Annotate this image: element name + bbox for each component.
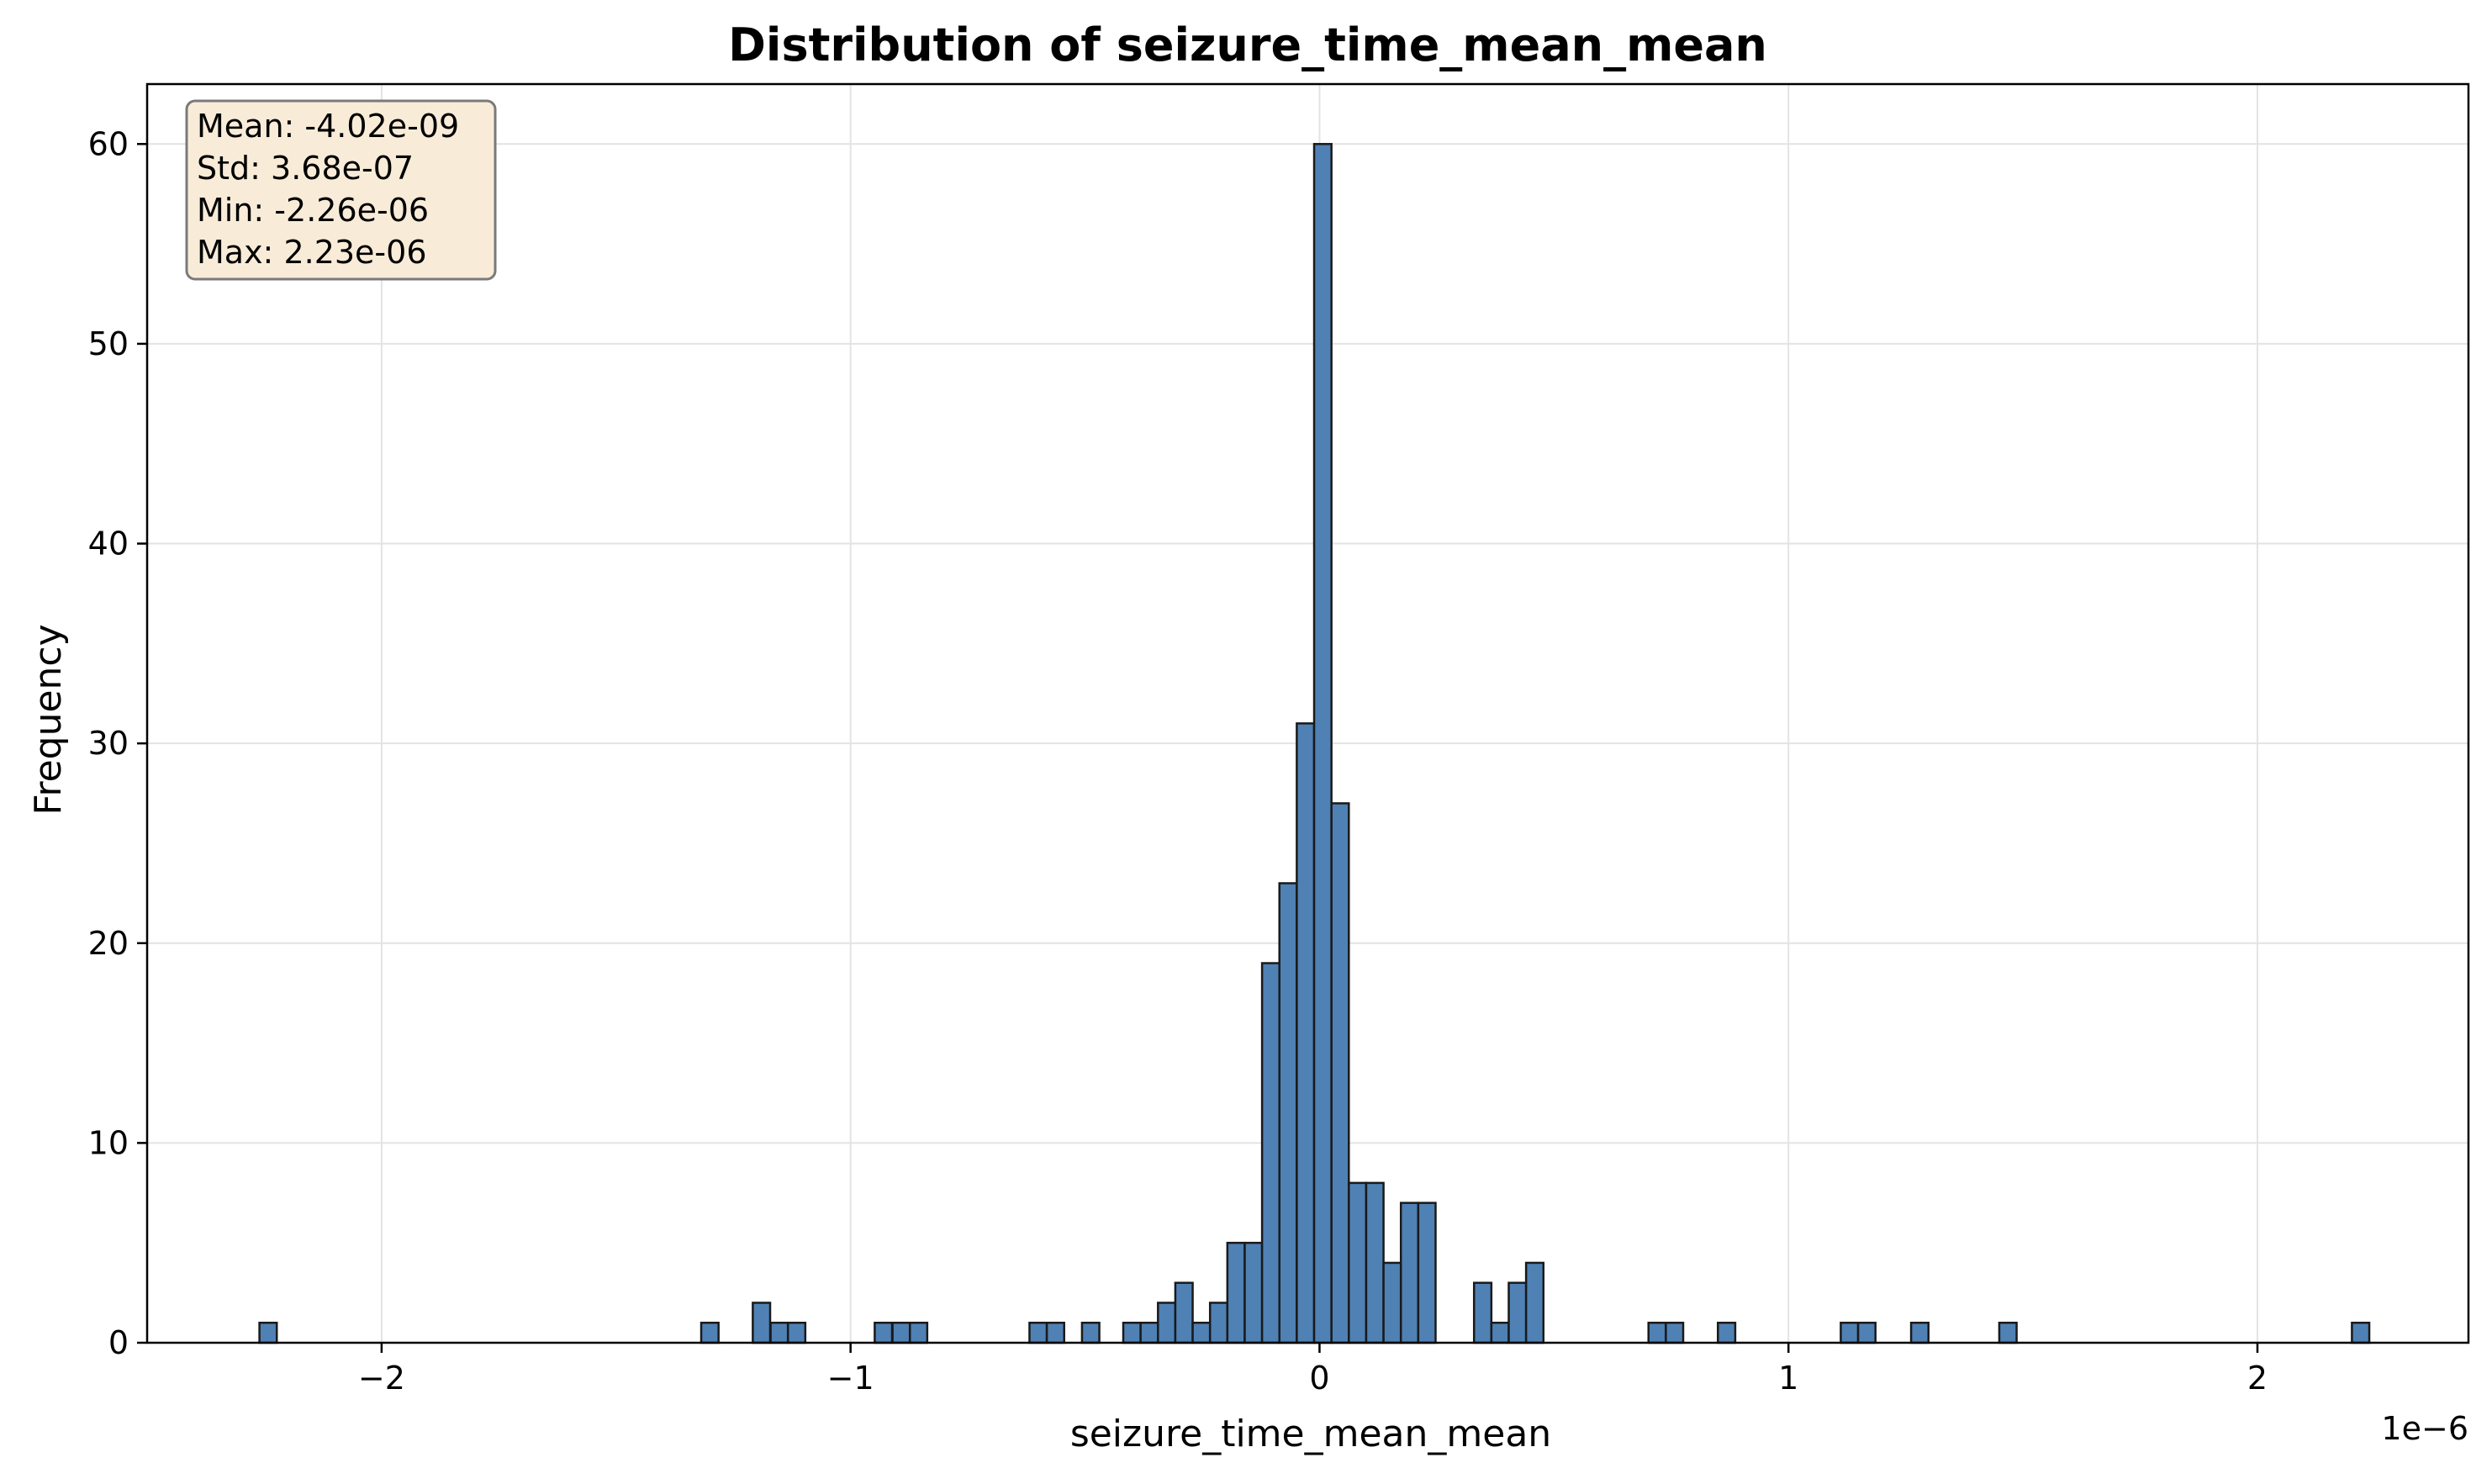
histogram-bar — [1243, 1241, 1264, 1344]
histogram-bar — [1028, 1321, 1048, 1344]
histogram-bar — [1045, 1321, 1065, 1344]
x-axis-ticks: −2 −1 0 1 2 — [358, 1343, 2268, 1397]
histogram-bar — [1909, 1321, 1930, 1344]
histogram-bar — [1840, 1321, 1860, 1344]
x-tick-label: −1 — [827, 1360, 874, 1397]
stats-box: Mean: -4.02e-09 Std: 3.68e-07 Min: -2.26e-… — [185, 99, 497, 281]
histogram-bar — [1856, 1321, 1877, 1344]
y-axis-label: Frequency — [27, 624, 70, 815]
histogram-bar — [1278, 882, 1298, 1344]
stats-line: Max: 2.23e-06 — [197, 234, 427, 271]
histogram-bar — [1157, 1302, 1177, 1344]
x-axis-offset-label: 1e−6 — [2381, 1410, 2468, 1447]
plot-frame — [145, 82, 2470, 1344]
histogram-bar — [700, 1321, 720, 1344]
stats-line: Mean: -4.02e-09 — [197, 108, 459, 145]
histogram-bar — [1647, 1321, 1667, 1344]
histogram-bar — [1296, 722, 1316, 1344]
histogram-bar — [1665, 1321, 1685, 1344]
y-tick-label: 0 — [108, 1324, 129, 1361]
histogram-bar — [1122, 1321, 1142, 1344]
histogram-bars — [258, 143, 2371, 1344]
x-axis-label: seizure_time_mean_mean — [1070, 1413, 1551, 1455]
histogram-bar — [908, 1321, 929, 1344]
histogram-bar — [1208, 1302, 1229, 1344]
stats-line: Std: 3.68e-07 — [197, 150, 414, 187]
y-tick-label: 40 — [88, 525, 129, 562]
histogram-bar — [1717, 1321, 1737, 1344]
histogram-bar — [1507, 1281, 1528, 1344]
histogram-bar — [1139, 1321, 1159, 1344]
histogram-bar — [1472, 1281, 1493, 1344]
histogram-bar — [1365, 1181, 1385, 1344]
histogram-bar — [1382, 1261, 1402, 1344]
chart-title: Distribution of seizure_time_mean_mean — [728, 18, 1767, 71]
histogram-bar — [769, 1321, 789, 1344]
y-tick-label: 10 — [88, 1124, 129, 1161]
y-tick-label: 20 — [88, 925, 129, 962]
histogram-bar — [1174, 1281, 1194, 1344]
x-tick-label: 0 — [1309, 1360, 1329, 1397]
histogram-bar — [1260, 962, 1281, 1344]
x-tick-label: 1 — [1778, 1360, 1798, 1397]
histogram-bar — [874, 1321, 894, 1344]
histogram-bar — [1490, 1321, 1510, 1344]
stats-box-background — [185, 99, 497, 281]
y-tick-label: 50 — [88, 325, 129, 362]
histogram-bar — [1080, 1321, 1101, 1344]
histogram-bar — [1998, 1321, 2018, 1344]
histogram-bar — [1330, 802, 1350, 1344]
x-tick-label: −2 — [358, 1360, 405, 1397]
y-tick-label: 30 — [88, 725, 129, 762]
histogram-bar — [752, 1302, 772, 1344]
histogram-bar — [1312, 143, 1333, 1344]
stats-line: Min: -2.26e-06 — [197, 192, 429, 229]
histogram-bar — [1348, 1181, 1368, 1344]
x-tick-label: 2 — [2247, 1360, 2268, 1397]
histogram-bar — [258, 1321, 278, 1344]
y-axis-ticks: 0 10 20 30 40 50 60 — [88, 125, 147, 1361]
histogram-bar — [1417, 1201, 1437, 1344]
histogram-bar — [786, 1321, 807, 1344]
histogram-bar — [1226, 1241, 1246, 1344]
histogram-bar — [1524, 1261, 1545, 1344]
y-tick-label: 60 — [88, 125, 129, 162]
histogram-bar — [2351, 1321, 2371, 1344]
histogram-bar — [891, 1321, 911, 1344]
histogram-bar — [1399, 1201, 1420, 1344]
histogram-bar — [1191, 1321, 1212, 1344]
